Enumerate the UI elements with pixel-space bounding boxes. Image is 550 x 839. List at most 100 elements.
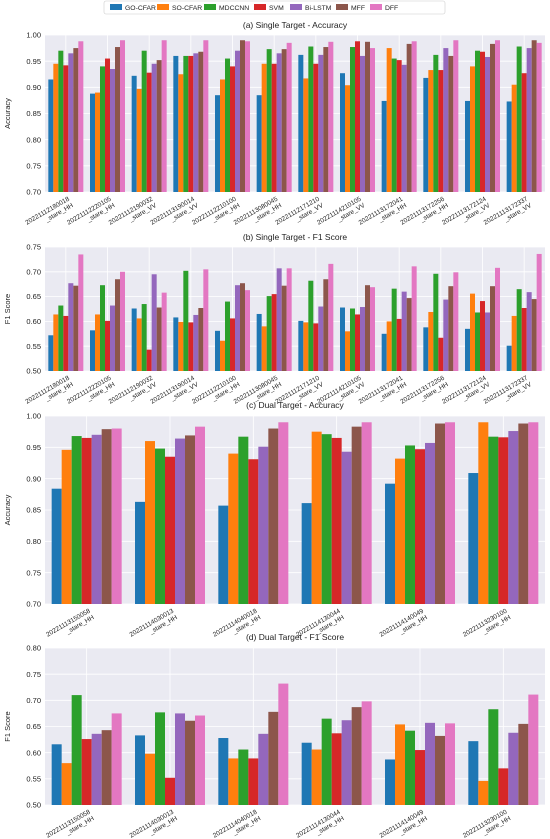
y-tick-label: 0.70 (26, 600, 41, 609)
x-tick-label: 20221112220105_stare_HH (66, 195, 117, 233)
bar (423, 77, 429, 192)
bar (156, 307, 162, 371)
bar (146, 349, 152, 371)
bar (238, 436, 249, 604)
x-tick-label: 20221112210100_stare_HH (191, 374, 242, 412)
bar (91, 434, 102, 604)
legend-label: Bi-LSTM (305, 5, 332, 12)
bar (313, 323, 319, 371)
bar (230, 66, 235, 192)
bar (415, 449, 425, 604)
bar (361, 701, 372, 805)
x-tick-label: 20221114030013_stare_HH (128, 607, 179, 645)
bar (203, 269, 209, 371)
x-tick-label: 20221112190032_stare_VV (108, 374, 159, 412)
bar (470, 66, 475, 192)
bar (225, 58, 230, 192)
bar (526, 48, 532, 193)
bar (215, 330, 220, 371)
bar (120, 40, 125, 192)
x-tick-label: 20221113172041_stare_HH (358, 374, 409, 412)
bar (278, 683, 289, 805)
bar (308, 46, 314, 192)
bar (475, 50, 480, 193)
bar (528, 422, 539, 604)
y-tick-label: 0.50 (26, 801, 41, 810)
chart-title: (c) Dual Target - Accuracy (246, 400, 344, 410)
plot-background (45, 247, 545, 371)
bar (161, 292, 167, 371)
bar (345, 85, 350, 192)
bar (51, 488, 62, 604)
legend-swatch (254, 4, 266, 10)
x-tick-label: 20221114140049_stare_HH (378, 607, 429, 645)
bar (68, 53, 74, 192)
bar (198, 308, 204, 371)
bar (48, 335, 54, 371)
y-axis-label: F1 Score (3, 294, 12, 324)
bar (401, 64, 407, 192)
x-tick-label: 20221113172337_stare_VV (483, 374, 534, 412)
bar (58, 305, 64, 371)
bar (518, 723, 529, 805)
bar (385, 759, 395, 805)
bar (350, 308, 355, 371)
bar (511, 84, 517, 192)
bar (220, 79, 225, 192)
bar (490, 286, 495, 371)
bar (183, 55, 189, 192)
bar (381, 333, 387, 371)
bar (95, 92, 100, 192)
y-axis-label: F1 Score (3, 711, 12, 741)
x-tick-label: 20221113230100_stare_HH (462, 808, 513, 839)
bar (340, 73, 345, 192)
bar (536, 253, 542, 371)
bar (131, 308, 137, 371)
bar (185, 435, 195, 604)
bar (135, 735, 145, 805)
bar (396, 60, 402, 193)
bar (178, 74, 184, 192)
bar (203, 40, 209, 192)
bar (63, 315, 69, 371)
bar (453, 272, 459, 371)
bar (131, 75, 137, 192)
y-tick-label: 0.70 (26, 696, 41, 705)
bar (278, 422, 289, 604)
legend-swatch (290, 4, 302, 10)
bar (63, 65, 69, 192)
bar (105, 58, 110, 192)
y-tick-label: 0.95 (26, 443, 41, 452)
bar (308, 280, 314, 371)
bar (518, 423, 529, 604)
bar (511, 315, 517, 371)
bar (351, 426, 362, 604)
bar (73, 285, 79, 371)
bar (266, 49, 272, 192)
bar (433, 54, 439, 193)
bar (185, 720, 195, 805)
bar (411, 266, 417, 371)
bar (323, 279, 329, 371)
x-tick-label: 20221113172337_stare_VV (483, 195, 534, 233)
x-tick-label: 20221113172256_stare_HH (399, 195, 450, 233)
bar (141, 50, 147, 193)
y-tick-label: 0.95 (26, 57, 41, 66)
bar (321, 718, 332, 805)
x-tick-label: 20221113190014_stare_VV (149, 374, 200, 412)
legend-label: MFF (351, 5, 365, 12)
bar (90, 93, 95, 192)
bar (298, 320, 304, 371)
bar (115, 279, 120, 371)
legend-swatch (370, 4, 382, 10)
bar (90, 330, 95, 371)
bar (240, 40, 245, 192)
bar (256, 313, 262, 371)
bar (480, 301, 485, 371)
bar (298, 54, 304, 193)
bar (101, 730, 112, 805)
bar (178, 321, 184, 371)
y-tick-label: 0.60 (26, 317, 41, 326)
bar (68, 283, 74, 371)
bar (230, 318, 235, 371)
